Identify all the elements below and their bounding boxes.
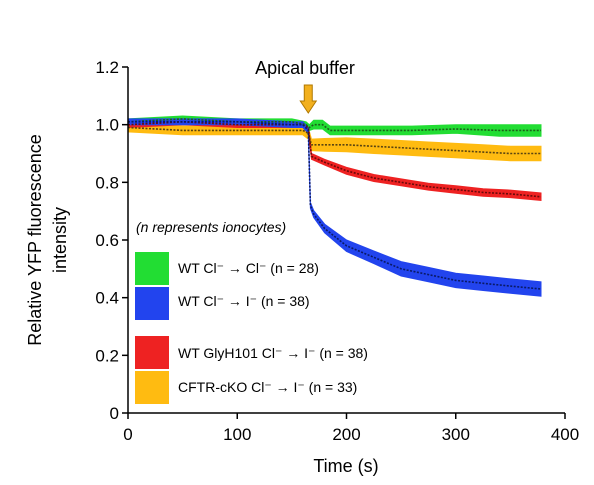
legend-label: CFTR-cKO Cl⁻ → I⁻ (n = 33) (178, 379, 357, 395)
error-band (127, 118, 542, 297)
x-ticks: 0 100 200 300 400 (123, 413, 579, 444)
legend-label: WT GlyH101 Cl⁻ → I⁻ (n = 38) (178, 345, 368, 361)
y-tick-label: 0.6 (95, 231, 119, 250)
y-axis-title-line-2: intensity (50, 207, 70, 273)
x-tick-label: 300 (442, 425, 470, 444)
x-tick-label: 200 (332, 425, 360, 444)
legend-swatch (135, 252, 169, 285)
y-tick-label: 0.8 (95, 173, 119, 192)
legend-note: (n represents ionocytes) (136, 219, 286, 235)
series-lines (127, 118, 542, 290)
y-tick-label: 1.2 (95, 58, 119, 77)
y-tick-label: 0.2 (95, 346, 119, 365)
legend-label: WT Cl⁻ → Cl⁻ (n = 28) (178, 260, 319, 276)
legend-swatch (135, 371, 169, 404)
apical-buffer-label: Apical buffer (255, 58, 355, 78)
x-axis-title: Time (s) (313, 456, 378, 476)
x-tick-label: 0 (123, 425, 132, 444)
down-arrow-icon (299, 84, 318, 114)
y-tick-label: 1.0 (95, 116, 119, 135)
series-line (127, 118, 541, 132)
series-line (128, 121, 542, 290)
y-tick-label: 0 (110, 404, 119, 423)
series-line (127, 120, 542, 198)
legend-swatch (135, 336, 169, 369)
legend: WT Cl⁻ → Cl⁻ (n = 28) WT Cl⁻ → I⁻ (n = 38… (135, 252, 368, 404)
y-ticks: 0 0.2 0.4 0.6 0.8 1.0 1.2 (95, 58, 128, 423)
x-tick-label: 400 (551, 425, 579, 444)
series-line (127, 126, 541, 155)
y-tick-label: 0.4 (95, 289, 119, 308)
x-tick-label: 100 (223, 425, 251, 444)
y-axis-title-line-1: Relative YFP fluorescence (25, 134, 45, 345)
legend-swatch (135, 287, 169, 320)
legend-label: WT Cl⁻ → I⁻ (n = 38) (178, 293, 310, 309)
